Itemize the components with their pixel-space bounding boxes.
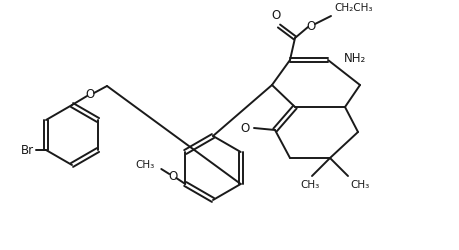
Text: CH₃: CH₃: [300, 180, 319, 190]
Text: O: O: [240, 122, 249, 134]
Text: O: O: [271, 9, 280, 22]
Text: O: O: [168, 170, 178, 182]
Text: O: O: [306, 20, 315, 32]
Text: CH₃: CH₃: [135, 160, 154, 170]
Text: Br: Br: [21, 144, 34, 156]
Text: O: O: [85, 88, 95, 102]
Text: CH₃: CH₃: [349, 180, 369, 190]
Text: NH₂: NH₂: [343, 52, 365, 64]
Text: CH₂CH₃: CH₂CH₃: [333, 3, 372, 13]
